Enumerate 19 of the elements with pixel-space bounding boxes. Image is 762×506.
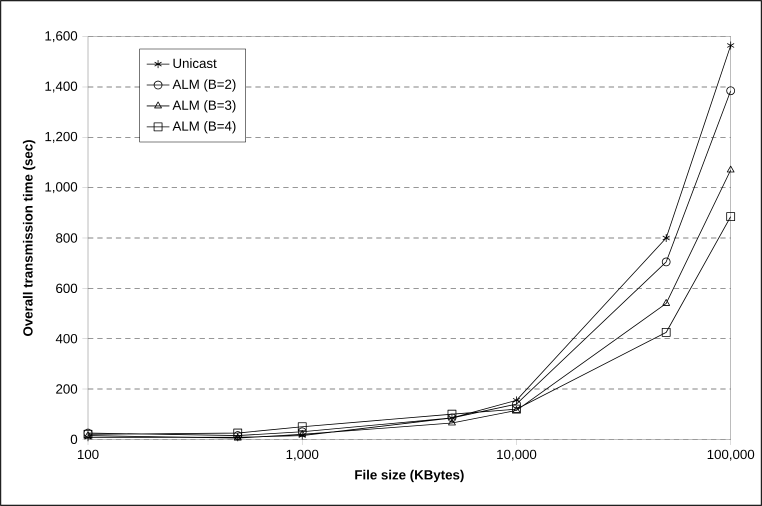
y-tick-label: 0 (70, 434, 78, 444)
y-tick-label: 1,600 (45, 31, 78, 42)
y-tick-label: 1,200 (45, 132, 78, 143)
y-tick-label: 800 (56, 233, 78, 243)
x-tick-label: 10,000 (497, 450, 536, 461)
x-axis-title: File size (KBytes) (355, 470, 464, 482)
x-tick-label: 100,000 (708, 450, 754, 461)
y-tick-label: 200 (56, 384, 78, 394)
y-tick-label: 1,400 (45, 82, 78, 92)
legend-label: ALM (B=2) (172, 79, 236, 92)
x-tick-label: 1,000 (286, 450, 318, 461)
legend-label: ALM (B=4) (172, 121, 236, 134)
y-tick-label: 400 (56, 334, 78, 344)
y-tick-label: 600 (56, 284, 78, 294)
y-tick-label: 1,000 (45, 182, 78, 194)
legend-label: ALM (B=3) (172, 100, 236, 113)
y-axis-title: Overall transmission time (sec) (22, 140, 36, 336)
x-tick-label: 100 (78, 450, 99, 460)
legend-label: Unicast (173, 58, 217, 68)
